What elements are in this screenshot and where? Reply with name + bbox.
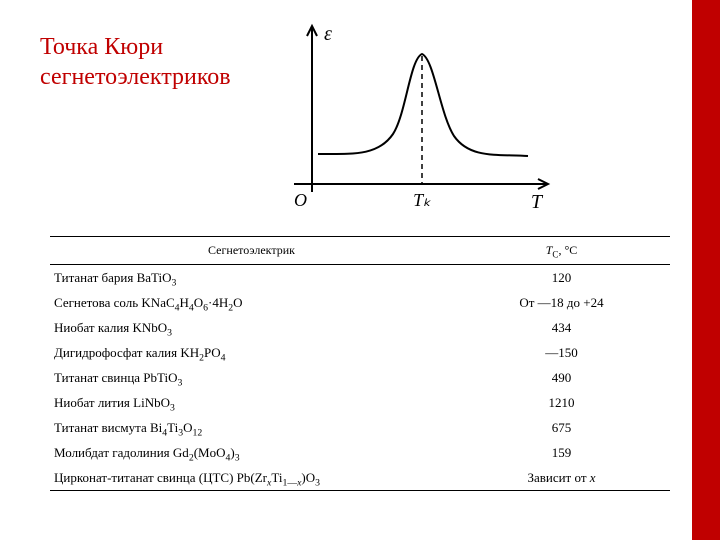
title-line-1: Точка Кюри	[40, 32, 231, 62]
table-row: Сегнетова соль KNaC4H4O6·4H2OОт —18 до +…	[50, 290, 670, 315]
material-cell: Молибдат гадолиния Gd2(MoO4)3	[50, 440, 453, 465]
material-cell: Сегнетова соль KNaC4H4O6·4H2O	[50, 290, 453, 315]
svg-text:T: T	[531, 191, 544, 213]
tc-cell: 159	[453, 440, 670, 465]
tc-cell: Зависит от x	[453, 465, 670, 491]
tc-cell: —150	[453, 340, 670, 365]
header-tc: TC, °C	[453, 237, 670, 265]
tc-cell: 675	[453, 415, 670, 440]
curie-chart: ε T O Tₖ	[258, 14, 558, 214]
tc-cell: От —18 до +24	[453, 290, 670, 315]
table-row: Молибдат гадолиния Gd2(MoO4)3159	[50, 440, 670, 465]
table-row: Дигидрофосфат калия KH2PO4—150	[50, 340, 670, 365]
materials-table: Сегнетоэлектрик TC, °C Титанат бария BaT…	[50, 236, 670, 491]
material-cell: Цирконат-титанат свинца (ЦТС) Pb(ZrxTi1—…	[50, 465, 453, 491]
material-cell: Дигидрофосфат калия KH2PO4	[50, 340, 453, 365]
table-row: Цирконат-титанат свинца (ЦТС) Pb(ZrxTi1—…	[50, 465, 670, 491]
material-cell: Титанат висмута Bi4Ti3O12	[50, 415, 453, 440]
header-material: Сегнетоэлектрик	[50, 237, 453, 265]
table-row: Ниобат калия KNbO3434	[50, 315, 670, 340]
svg-text:ε: ε	[324, 23, 332, 45]
table-row: Титанат висмута Bi4Ti3O12675	[50, 415, 670, 440]
tc-cell: 434	[453, 315, 670, 340]
chart-svg: ε T O Tₖ	[258, 14, 558, 214]
material-cell: Ниобат калия KNbO3	[50, 315, 453, 340]
title-line-2: сегнетоэлектриков	[40, 62, 231, 92]
svg-text:Tₖ: Tₖ	[413, 190, 431, 210]
material-cell: Титанат свинца PbTiO3	[50, 365, 453, 390]
table-header-row: Сегнетоэлектрик TC, °C	[50, 237, 670, 265]
material-cell: Ниобат лития LiNbO3	[50, 390, 453, 415]
tc-cell: 1210	[453, 390, 670, 415]
table-row: Титанат свинца PbTiO3490	[50, 365, 670, 390]
tc-cell: 490	[453, 365, 670, 390]
table-row: Титанат бария BaTiO3120	[50, 265, 670, 291]
materials-table-wrap: Сегнетоэлектрик TC, °C Титанат бария BaT…	[50, 236, 670, 491]
accent-bar	[692, 0, 720, 540]
table-row: Ниобат лития LiNbO31210	[50, 390, 670, 415]
svg-text:O: O	[294, 190, 307, 210]
tc-cell: 120	[453, 265, 670, 291]
material-cell: Титанат бария BaTiO3	[50, 265, 453, 291]
page-title: Точка Кюри сегнетоэлектриков	[40, 32, 231, 92]
